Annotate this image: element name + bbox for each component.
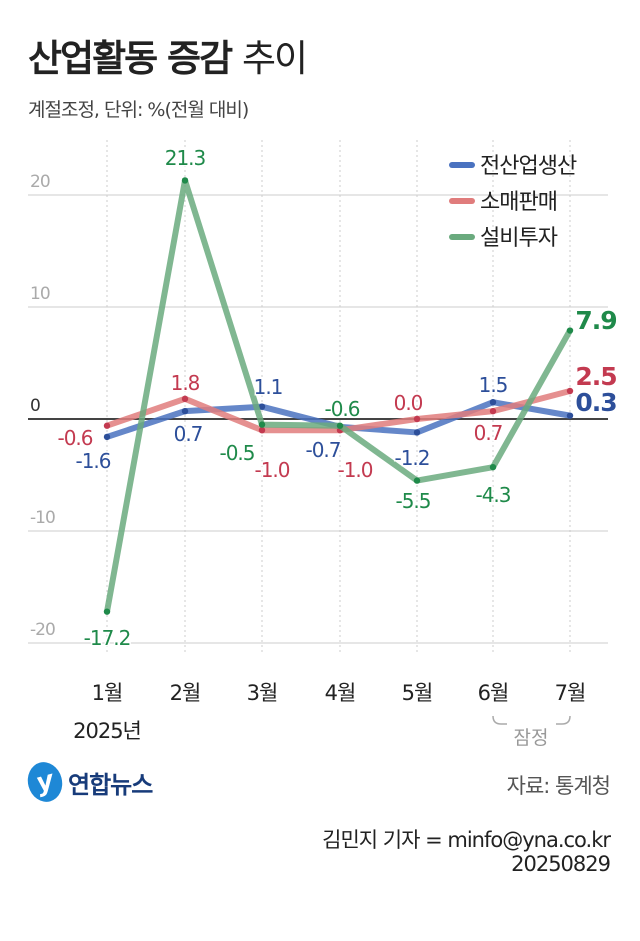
logo-icon: y bbox=[23, 758, 67, 806]
legend-label: 전산업생산 bbox=[480, 154, 577, 179]
yonhap-logo: y 연합뉴스 bbox=[23, 758, 153, 806]
data-label: -4.3 bbox=[475, 483, 510, 507]
data-point bbox=[413, 477, 421, 484]
data-point bbox=[336, 422, 344, 429]
data-point bbox=[489, 407, 497, 415]
chart-subtitle: 계절조정, 단위: %(전월 대비) bbox=[28, 99, 249, 121]
data-label: 0.3 bbox=[575, 388, 616, 417]
line-chart: 20 10 0 -10 -20 -1.6 0.7 1.1 -0.7 -1.2 1.5 0.3 -0.6 1… bbox=[28, 140, 619, 749]
data-label: 7.9 bbox=[575, 306, 616, 335]
data-label: -1.6 bbox=[75, 449, 110, 473]
source-text: 자료: 통계청 bbox=[506, 774, 611, 798]
data-label: -1.0 bbox=[254, 458, 289, 482]
title-light: 추이 bbox=[242, 37, 308, 80]
data-label: -5.5 bbox=[395, 489, 430, 513]
data-point bbox=[566, 412, 574, 419]
data-label: 21.3 bbox=[165, 146, 206, 170]
data-point bbox=[258, 427, 266, 434]
data-point bbox=[103, 608, 111, 615]
data-point bbox=[181, 395, 189, 403]
y-tick-label: -10 bbox=[30, 508, 55, 528]
x-tick-label: 7월 bbox=[555, 681, 586, 705]
data-label: -1.0 bbox=[337, 458, 372, 482]
credit: 김민지 기자 = minfo@yna.co.kr 20250829 bbox=[322, 828, 611, 876]
year-label: 2025년 bbox=[73, 719, 141, 743]
data-point bbox=[181, 177, 189, 184]
data-label: 1.8 bbox=[171, 371, 200, 395]
legend-label: 소매판매 bbox=[480, 190, 557, 215]
data-label: 0.0 bbox=[394, 391, 423, 415]
data-label: -1.2 bbox=[394, 446, 429, 470]
x-tick-label: 5월 bbox=[402, 681, 433, 705]
data-point bbox=[103, 422, 111, 429]
data-point bbox=[566, 327, 574, 334]
x-tick-label: 6월 bbox=[478, 681, 509, 705]
chart-title: 산업활동 증감 추이 bbox=[28, 28, 308, 82]
provisional-label: 잠정 bbox=[514, 727, 549, 749]
data-point bbox=[413, 429, 421, 436]
data-label: 0.7 bbox=[474, 421, 503, 445]
data-point bbox=[103, 433, 111, 441]
y-tick-label: -20 bbox=[30, 620, 55, 640]
data-point bbox=[489, 399, 497, 406]
data-label: 1.5 bbox=[479, 373, 508, 397]
data-label: 0.7 bbox=[174, 422, 203, 446]
y-tick-label: 10 bbox=[30, 284, 50, 304]
x-tick-label: 2월 bbox=[170, 681, 201, 705]
data-point bbox=[181, 407, 189, 415]
data-label: -0.6 bbox=[57, 426, 92, 450]
x-tick-label: 1월 bbox=[92, 681, 123, 705]
data-label: -17.2 bbox=[84, 626, 131, 650]
data-point bbox=[258, 421, 266, 428]
logo-text: 연합뉴스 bbox=[68, 770, 153, 799]
data-label: 1.1 bbox=[254, 375, 283, 399]
legend-label: 설비투자 bbox=[480, 226, 558, 251]
title-bold: 산업활동 증감 bbox=[28, 37, 233, 80]
data-label: -0.7 bbox=[305, 438, 340, 462]
data-point bbox=[258, 403, 266, 410]
x-tick-label: 4월 bbox=[325, 681, 356, 705]
date-text: 20250829 bbox=[511, 852, 611, 876]
y-tick-label: 0 bbox=[30, 396, 40, 416]
credit-text: 김민지 기자 = minfo@yna.co.kr bbox=[322, 828, 611, 852]
data-point bbox=[489, 463, 497, 471]
data-point bbox=[566, 387, 574, 395]
x-tick-label: 3월 bbox=[247, 681, 278, 705]
data-label: 2.5 bbox=[575, 362, 616, 391]
data-point bbox=[413, 415, 421, 423]
data-label: -0.6 bbox=[324, 397, 359, 421]
data-label: -0.5 bbox=[219, 441, 254, 465]
y-tick-label: 20 bbox=[30, 172, 50, 192]
provisional-bracket bbox=[492, 715, 571, 725]
